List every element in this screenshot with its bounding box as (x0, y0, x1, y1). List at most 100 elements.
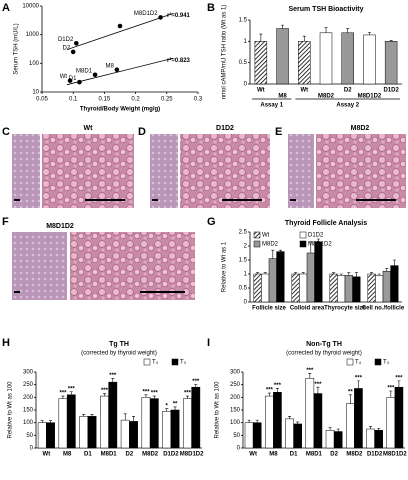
x-tick-label: Wt (257, 88, 265, 94)
bar (394, 386, 404, 449)
bar (299, 273, 308, 303)
error-bar (271, 249, 275, 259)
error-bar (90, 414, 94, 417)
group-label: Assay 1 (260, 103, 283, 109)
x-tick-label: M8 (278, 94, 287, 100)
legend-swatch (171, 358, 179, 366)
x-tick-label: M8D1 (101, 452, 118, 458)
bar (367, 273, 376, 303)
y-tick-label: 300 (230, 370, 241, 376)
error-bar (348, 394, 352, 404)
legend-swatch (143, 358, 151, 366)
y-tick-label: 1.5 (239, 18, 248, 24)
error-bar (144, 394, 148, 398)
y-axis-label: Relative to Wt as 1 (222, 241, 228, 292)
significance: * (166, 403, 169, 409)
error-bar (40, 420, 44, 423)
legend-swatch (253, 231, 261, 239)
significance: *** (68, 386, 76, 392)
bar (354, 388, 363, 449)
y-axis-label: Relative to Wt as 100 (215, 381, 221, 439)
y-tick-label: 0 (244, 82, 248, 88)
error-bar (397, 380, 401, 388)
error-bar (339, 273, 343, 276)
error-bar (111, 378, 115, 383)
bar (329, 273, 338, 303)
y-tick-label: 0.5 (239, 60, 248, 66)
bar (108, 381, 118, 449)
point (92, 72, 98, 78)
significance: *** (355, 375, 363, 381)
bar (129, 421, 138, 449)
y-tick-label: 150 (23, 408, 34, 414)
image (12, 134, 40, 208)
significance: *** (142, 389, 150, 395)
error-bar (369, 426, 373, 429)
y-tick-label: 50 (26, 433, 33, 439)
y-tick-label: 2.5 (239, 230, 248, 236)
legend-swatch (299, 240, 307, 248)
panel-letter: I (207, 337, 210, 349)
bar (273, 392, 282, 449)
significance: *** (101, 388, 109, 394)
x-tick-label: D2 (344, 88, 352, 94)
group-label: Assay 2 (336, 103, 359, 109)
image (70, 232, 195, 300)
x-tick-label: D2 (330, 452, 338, 458)
bar (306, 252, 315, 303)
legend-label: Wt (262, 233, 270, 239)
bar (291, 273, 300, 303)
y-tick-label: 1.5 (239, 258, 248, 264)
y-tick-label: 100 (23, 420, 34, 426)
point-label: M8D1 (76, 68, 93, 74)
bar (183, 398, 192, 449)
point-label: M8D1D2 (134, 11, 158, 17)
bar (382, 270, 391, 303)
y-tick-label: 10000 (22, 4, 39, 10)
error-bar (69, 391, 73, 395)
x-tick-label: M8D1D2 (358, 94, 382, 100)
bar (252, 422, 262, 449)
error-bar (385, 268, 389, 272)
x-tick-label: M8 (63, 452, 72, 458)
error-bar (392, 259, 396, 266)
error-bar (247, 419, 251, 423)
error-bar (82, 414, 86, 417)
error-bar (309, 241, 313, 253)
panel-letter: F (2, 216, 9, 228)
y-tick-label: 50 (233, 433, 240, 439)
bar (346, 403, 355, 449)
image-label: M8D2 (351, 125, 370, 132)
bar (352, 276, 361, 303)
significance: *** (266, 388, 274, 394)
error-bar (263, 272, 267, 274)
x-axis-label: Thyroid/Body Weight (mg/g) (80, 107, 160, 113)
bar (293, 423, 302, 449)
error-bar (377, 427, 381, 431)
y-axis-label: Relative to Wt as 100 (8, 381, 14, 439)
panel-letter: D (138, 126, 146, 138)
bar (313, 393, 323, 449)
error-bar (123, 413, 127, 421)
bar (341, 32, 354, 85)
x-tick-label: 0.1 (69, 97, 78, 103)
bar (79, 416, 89, 449)
bar (265, 395, 274, 449)
x-tick-label: M8D2 (142, 452, 159, 458)
y-tick-label: 200 (23, 395, 34, 401)
x-tick-label: D1 (84, 452, 92, 458)
panel-letter: H (2, 337, 10, 349)
bar (170, 409, 180, 449)
bar (344, 275, 353, 303)
error-bar (302, 35, 306, 42)
x-tick-label: D1 (290, 452, 298, 458)
panel-letter: E (275, 126, 282, 138)
legend-label: D1D2 (308, 233, 324, 239)
error-bar (308, 372, 312, 379)
error-bar (165, 408, 169, 412)
y-tick-label: 250 (23, 382, 34, 388)
point (77, 79, 82, 85)
bar (325, 430, 335, 449)
bar (319, 32, 333, 85)
significance: *** (274, 383, 282, 389)
